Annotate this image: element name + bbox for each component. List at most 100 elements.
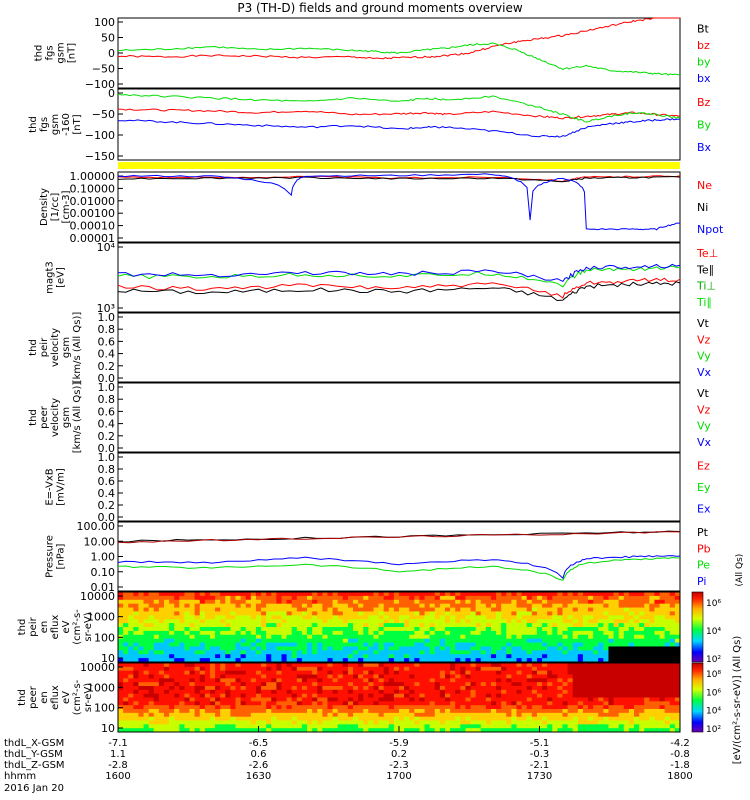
spectrogram-cell (490, 701, 497, 706)
spectrogram-cell (209, 630, 216, 636)
spectrogram-cell (194, 674, 201, 679)
spectrogram-cell (368, 630, 374, 636)
spectrogram-cell (404, 642, 410, 647)
spectrogram-cell (598, 599, 604, 605)
spectrogram-cell (490, 686, 497, 691)
spectrogram-cell (199, 599, 206, 605)
spectrogram-cell (194, 720, 201, 725)
series-line-Ni (117, 175, 681, 183)
spectrogram-cell (291, 712, 298, 718)
spectrogram-cell (649, 646, 655, 651)
spectrogram-cell (547, 686, 553, 691)
spectrogram-cell (439, 701, 446, 706)
spectrogram-cell (424, 686, 431, 691)
spectrogram-cell (123, 666, 129, 672)
spectrogram-cell (470, 630, 477, 636)
spectrogram-cell (245, 615, 252, 620)
spectrogram-cell (608, 607, 614, 612)
spectrogram-cell (276, 693, 282, 698)
spectrogram-cell (174, 686, 180, 691)
spectrogram-cell (307, 720, 313, 725)
spectrogram-cell (353, 611, 359, 616)
spectrogram-cell (608, 705, 614, 710)
spectrogram-cell (209, 716, 216, 721)
spectrogram-cell (562, 615, 568, 620)
spectrogram-cell (414, 654, 420, 659)
spectrogram-cell (475, 724, 482, 729)
spectrogram-cell (383, 654, 390, 659)
spectrogram-cell (291, 638, 298, 643)
spectrogram-cell (342, 627, 349, 632)
spectrogram-cell (322, 658, 328, 663)
spectrogram-cell (286, 638, 293, 643)
spectrogram-cell (450, 654, 456, 659)
spectrogram-cell (347, 646, 354, 651)
spectrogram-cell (148, 627, 155, 632)
spectrogram-cell (194, 654, 201, 659)
spectrogram-cell (669, 666, 676, 672)
spectrogram-cell (368, 595, 374, 601)
spectrogram-cell (148, 697, 155, 702)
spectrogram-cell (199, 709, 206, 714)
y-tick-label: 0.00001 (70, 232, 116, 245)
spectrogram-cell (230, 728, 236, 733)
spectrogram-cell (138, 705, 144, 710)
spectrogram-cell (536, 646, 543, 651)
spectrogram-cell (337, 724, 344, 729)
spectrogram-cell (557, 607, 563, 612)
spectrogram-cell (301, 678, 308, 683)
spectrogram-cell (582, 674, 589, 679)
spectrogram-cell (399, 611, 405, 616)
spectrogram-cell (669, 595, 676, 601)
spectrogram-cell (373, 623, 379, 628)
spectrogram-cell (588, 697, 594, 702)
spectrogram-cell (148, 650, 155, 655)
spectrogram-cell (582, 627, 589, 632)
spectrogram-cell (266, 678, 272, 683)
spectrogram-cell (143, 611, 150, 616)
spectrogram-cell (220, 615, 226, 620)
spectrogram-cell (301, 630, 308, 636)
spectrogram-cell (659, 728, 666, 733)
spectrogram-cell (429, 720, 436, 725)
spectrogram-cell (490, 709, 497, 714)
spectrogram-cell (424, 599, 431, 605)
spectrogram-cell (531, 627, 538, 632)
spectrogram-cell (266, 634, 272, 640)
spectrogram-cell (363, 670, 369, 675)
spectrogram-cell (353, 724, 359, 729)
spectrogram-cell (424, 615, 431, 620)
spectrogram-cell (598, 693, 604, 698)
spectrogram-cell (444, 638, 451, 643)
spectrogram-cell (404, 716, 410, 721)
spectrogram-cell (490, 689, 497, 695)
spectrogram-cell (542, 709, 548, 714)
spectrogram-cell (204, 595, 211, 601)
spectrogram-cell (399, 697, 405, 702)
spectrogram-cell (409, 728, 415, 733)
spectrogram-cell (184, 674, 190, 679)
spectrogram-cell (225, 716, 231, 721)
spectrogram-cell (337, 709, 344, 714)
spectrogram-cell (261, 728, 267, 733)
spectrogram-cell (654, 682, 660, 687)
spectrogram-cell (261, 705, 267, 710)
spectrogram-cell (634, 599, 640, 605)
spectrogram-cell (649, 595, 655, 601)
spectrogram-cell (332, 728, 339, 733)
spectrogram-cell (465, 619, 471, 624)
spectrogram-cell (261, 623, 267, 628)
spectrogram-cell (480, 599, 487, 605)
spectrogram-cell (347, 663, 354, 668)
spectrogram-cell (291, 697, 298, 702)
spectrogram-cell (388, 693, 395, 698)
spectrogram-cell (628, 634, 635, 640)
spectrogram-cell (317, 595, 323, 601)
spectrogram-cell (419, 611, 425, 616)
spectrogram-cell (613, 716, 620, 721)
spectrogram-cell (271, 638, 277, 643)
spectrogram-cell (552, 642, 558, 647)
spectrogram-cell (434, 728, 441, 733)
spectrogram-cell (603, 670, 609, 675)
